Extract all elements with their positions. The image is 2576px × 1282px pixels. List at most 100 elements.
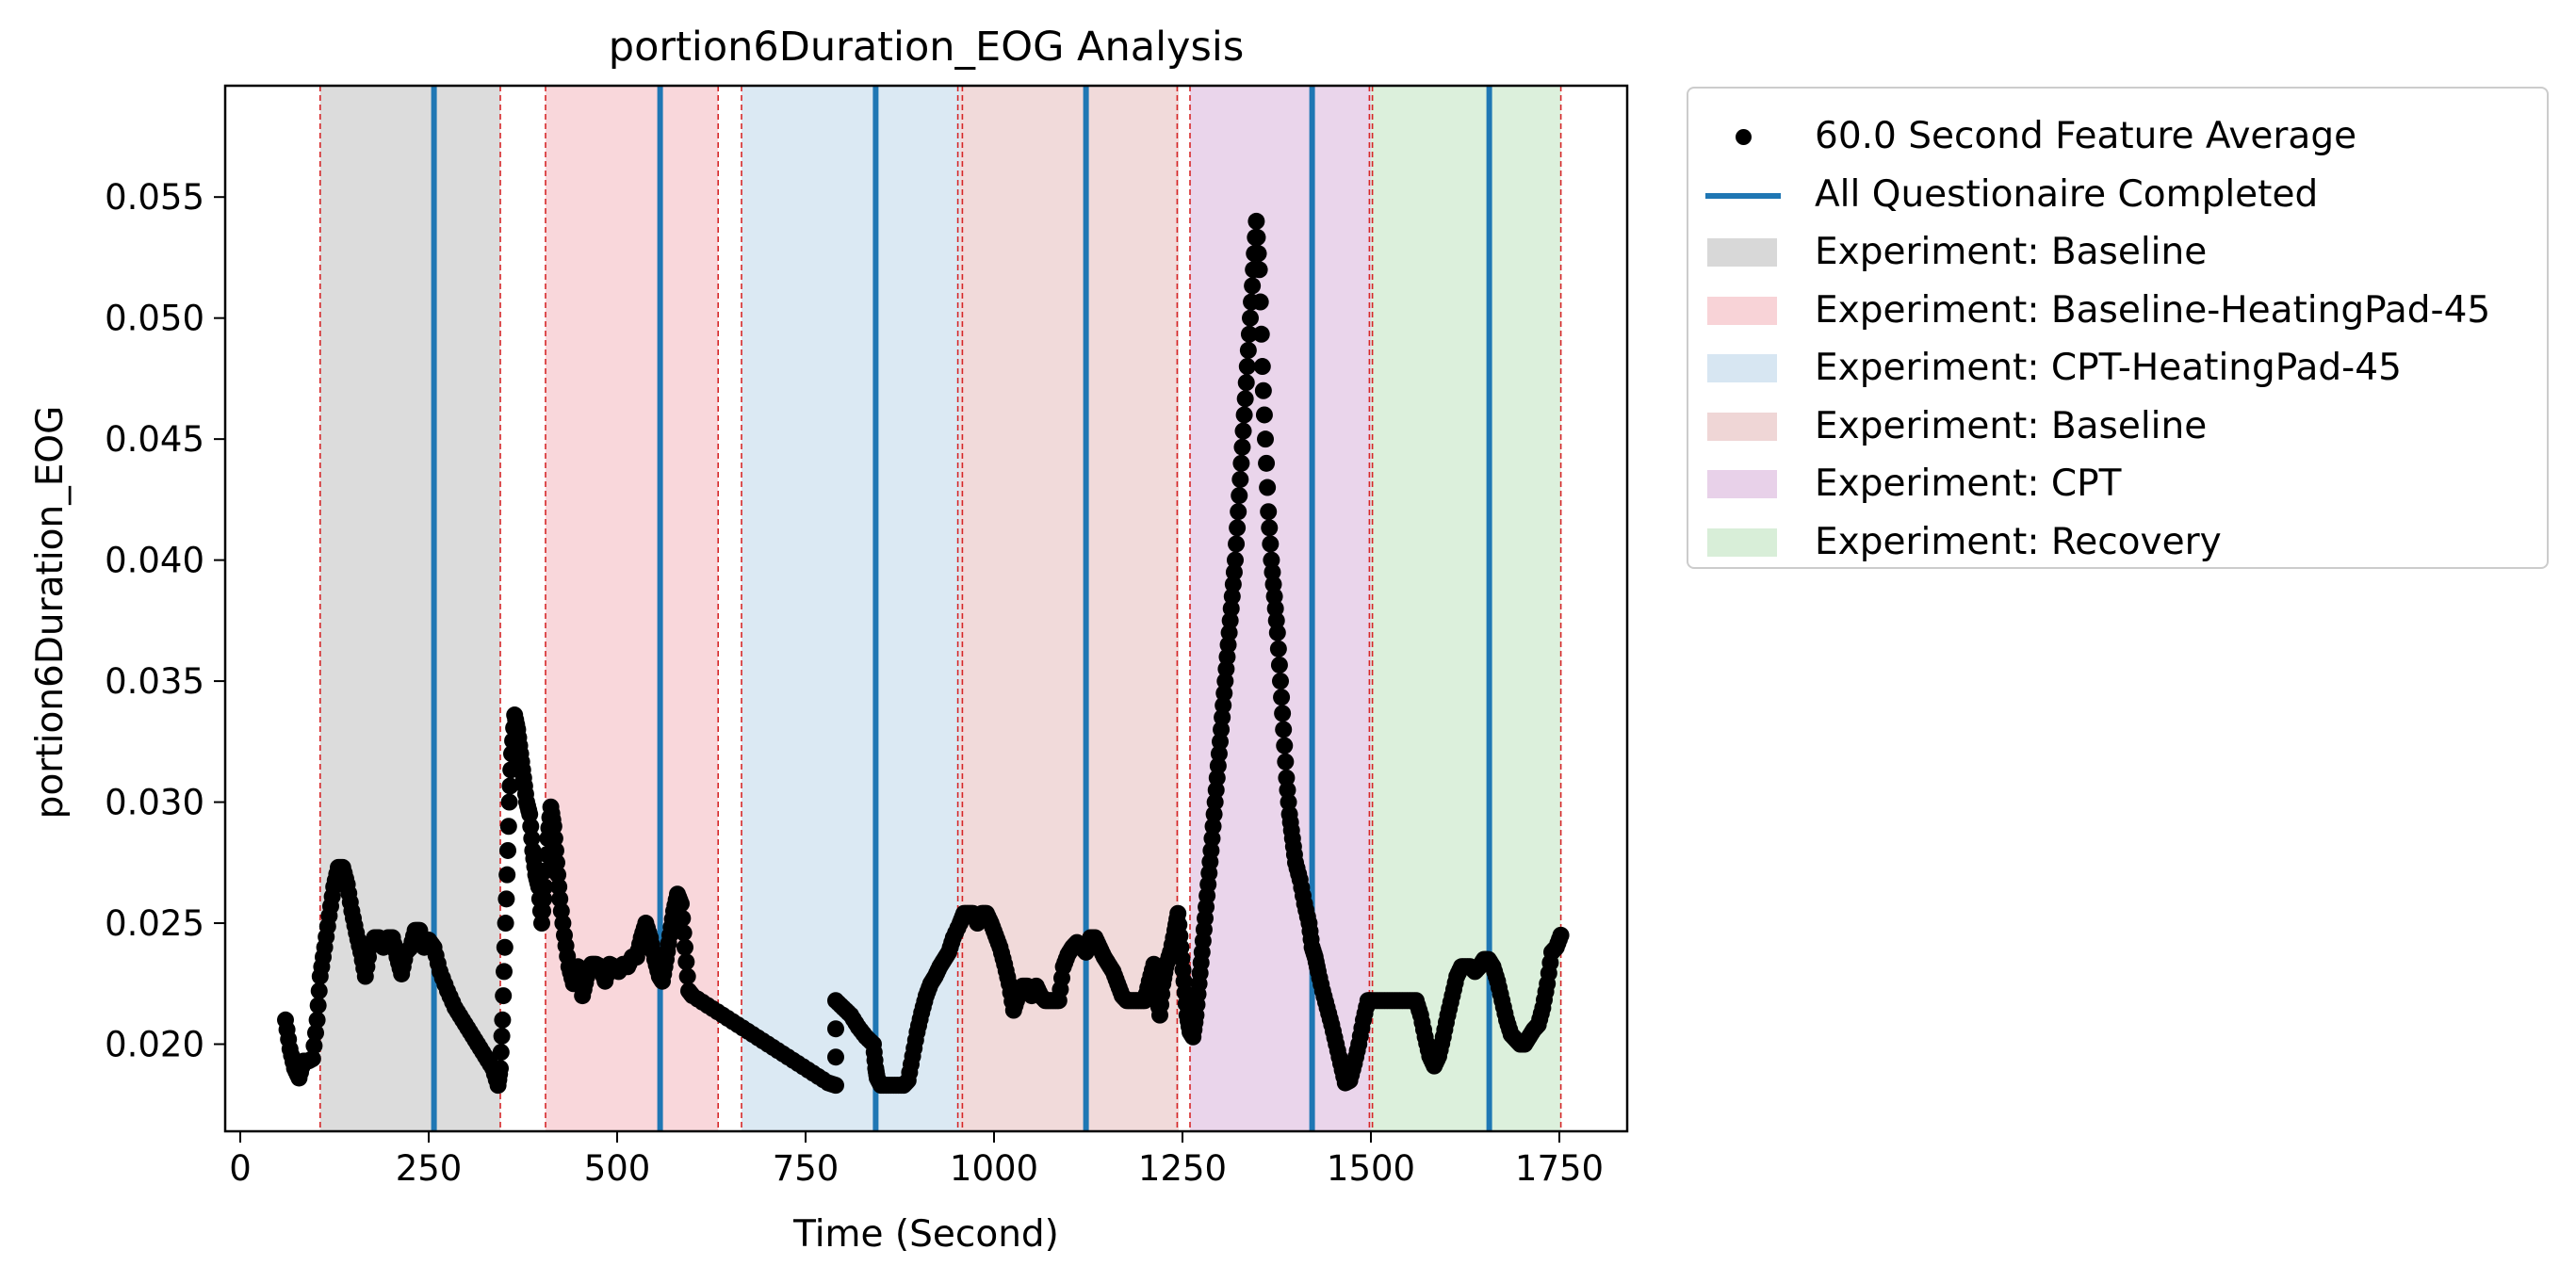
data-point-191 bbox=[550, 878, 568, 896]
x-tick-label-0: 0 bbox=[229, 1148, 252, 1189]
legend-item-0: 60.0 Second Feature Average bbox=[1688, 109, 2547, 162]
region-5 bbox=[1371, 86, 1561, 1131]
data-point-642 bbox=[1275, 721, 1293, 738]
legend-label-1: All Questionaire Completed bbox=[1815, 172, 2319, 216]
data-point-162 bbox=[521, 805, 539, 823]
y-axis-ticks: 0.020 0.025 0.030 0.035 0.040 0.045 0.050 0.055 bbox=[105, 177, 225, 1065]
data-point-133 bbox=[495, 987, 513, 1005]
legend-label-5: Experiment: Baseline bbox=[1815, 404, 2208, 447]
data-point-142 bbox=[501, 777, 519, 795]
data-point-620 bbox=[1252, 325, 1270, 343]
data-point-822 bbox=[1552, 926, 1570, 944]
data-point-135 bbox=[496, 938, 514, 956]
data-point-573 bbox=[1205, 805, 1223, 823]
data-point-644 bbox=[1277, 753, 1295, 771]
legend-item-7: Experiment: Recovery bbox=[1688, 515, 2547, 568]
legend-item-3: Experiment: Baseline-HeatingPad-45 bbox=[1688, 284, 2547, 336]
data-point-608 bbox=[1240, 325, 1258, 343]
data-point-619 bbox=[1251, 293, 1269, 311]
data-point-578 bbox=[1210, 745, 1228, 763]
data-point-623 bbox=[1255, 406, 1273, 424]
data-point-602 bbox=[1234, 422, 1252, 440]
legend-label-4: Experiment: CPT-HeatingPad-45 bbox=[1815, 347, 2402, 389]
data-point-131 bbox=[493, 1027, 511, 1045]
data-point-600 bbox=[1232, 454, 1250, 472]
data-point-647 bbox=[1280, 793, 1297, 811]
region-0 bbox=[319, 86, 500, 1131]
data-point-163 bbox=[522, 818, 540, 836]
data-point-621 bbox=[1253, 358, 1271, 376]
data-point-607 bbox=[1239, 341, 1257, 359]
data-point-615 bbox=[1247, 212, 1265, 230]
legend: 60.0 Second Feature Average All Questiona… bbox=[1687, 87, 2549, 569]
legend-label-7: Experiment: Recovery bbox=[1815, 520, 2222, 563]
legend-swatch-0 bbox=[1705, 121, 1781, 153]
data-point-176 bbox=[535, 890, 553, 908]
data-point-597 bbox=[1230, 503, 1247, 521]
legend-swatch-6 bbox=[1705, 468, 1781, 500]
data-point-23 bbox=[310, 982, 328, 999]
boundary-lines bbox=[318, 86, 1562, 1131]
data-point-315 bbox=[827, 1077, 844, 1095]
data-point-587 bbox=[1219, 636, 1237, 654]
data-point-22 bbox=[309, 997, 327, 1014]
data-point-611 bbox=[1244, 277, 1262, 295]
data-point-627 bbox=[1260, 503, 1278, 521]
data-point-637 bbox=[1269, 640, 1287, 657]
data-point-175 bbox=[534, 902, 552, 920]
data-point-593 bbox=[1225, 563, 1243, 581]
data-point-174 bbox=[533, 915, 550, 933]
data-point-606 bbox=[1238, 358, 1256, 376]
legend-swatch-2 bbox=[1705, 236, 1781, 268]
data-point-281 bbox=[678, 967, 696, 985]
y-tick-label-6: 0.050 bbox=[105, 299, 204, 339]
data-point-625 bbox=[1258, 454, 1276, 472]
legend-swatch-7 bbox=[1705, 527, 1781, 559]
y-tick-label-1: 0.025 bbox=[105, 903, 204, 944]
data-point-598 bbox=[1231, 487, 1248, 505]
data-point-574 bbox=[1206, 793, 1224, 811]
data-point-618 bbox=[1250, 261, 1268, 279]
data-point-643 bbox=[1276, 737, 1294, 755]
y-tick-label-7: 0.055 bbox=[105, 177, 204, 218]
data-point-576 bbox=[1208, 769, 1226, 787]
data-point-20 bbox=[307, 1024, 324, 1042]
x-tick-label-1: 250 bbox=[396, 1148, 463, 1189]
data-point-624 bbox=[1257, 430, 1274, 448]
data-point-316 bbox=[827, 1048, 844, 1066]
data-point-585 bbox=[1217, 660, 1235, 678]
data-point-276 bbox=[673, 895, 690, 913]
data-point-129 bbox=[492, 1060, 509, 1078]
data-point-628 bbox=[1261, 519, 1279, 537]
legend-item-2: Experiment: Baseline bbox=[1688, 225, 2547, 278]
x-tick-label-2: 500 bbox=[584, 1148, 651, 1189]
x-tick-label-4: 1000 bbox=[950, 1148, 1038, 1189]
data-point-641 bbox=[1274, 705, 1292, 722]
data-point-141 bbox=[500, 793, 518, 811]
legend-item-4: Experiment: CPT-HeatingPad-45 bbox=[1688, 341, 2547, 394]
data-point-629 bbox=[1262, 535, 1280, 553]
x-axis-label: Time (Second) bbox=[792, 1213, 1059, 1256]
data-point-19 bbox=[305, 1037, 323, 1055]
legend-label-3: Experiment: Baseline-HeatingPad-45 bbox=[1815, 288, 2491, 332]
data-point-317 bbox=[827, 1020, 844, 1038]
data-point-18 bbox=[303, 1049, 321, 1067]
x-axis-ticks: 0 250 500 750 1000 1250 1500 1750 bbox=[229, 1131, 1604, 1189]
data-points bbox=[277, 212, 1570, 1095]
data-point-603 bbox=[1235, 406, 1253, 424]
data-point-280 bbox=[677, 953, 695, 971]
data-point-572 bbox=[1204, 818, 1222, 836]
plot-frame bbox=[223, 84, 1629, 1133]
data-point-646 bbox=[1279, 781, 1296, 799]
legend-label-6: Experiment: CPT bbox=[1815, 462, 2122, 505]
data-point-577 bbox=[1209, 757, 1227, 775]
region-2 bbox=[742, 86, 960, 1131]
data-point-570 bbox=[1202, 841, 1220, 859]
x-tick-label-3: 750 bbox=[773, 1148, 840, 1189]
data-point-134 bbox=[496, 963, 513, 981]
data-point-592 bbox=[1224, 576, 1242, 593]
data-point-632 bbox=[1264, 576, 1282, 593]
data-point-590 bbox=[1222, 600, 1240, 617]
data-point-595 bbox=[1228, 535, 1246, 553]
